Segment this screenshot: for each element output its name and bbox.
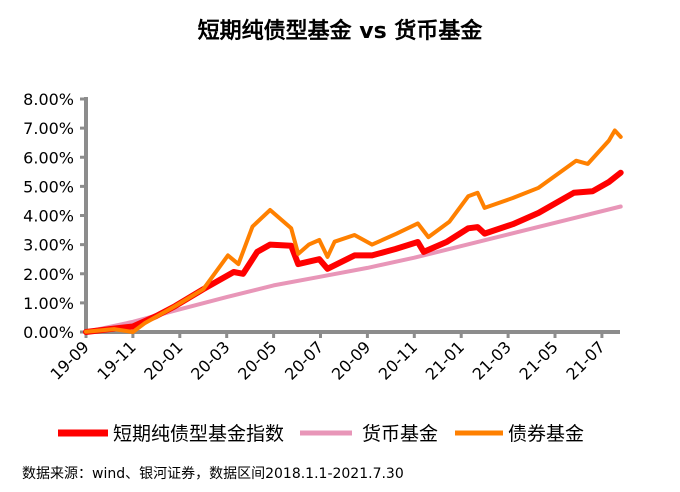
legend: 短期纯债型基金指数 货币基金 债券基金	[58, 423, 584, 445]
x-tick-label: 20-07	[281, 337, 327, 383]
chart-title: 短期纯债型基金 vs 货币基金	[198, 18, 484, 44]
x-tick-label: 21-05	[516, 337, 562, 383]
series-line-1	[83, 169, 624, 335]
legend-label-1: 短期纯债型基金指数	[113, 423, 284, 445]
x-tick-label: 20-11	[375, 337, 421, 383]
y-tick-label: 6.00%	[23, 148, 74, 167]
y-axis: 0.00% 1.00% 2.00% 3.00% 4.00% 5.00% 6.00% 7.00%…	[23, 90, 88, 342]
legend-label-3: 债券基金	[508, 423, 584, 445]
y-tick-label: 0.00%	[23, 323, 74, 342]
y-tick-label: 3.00%	[23, 236, 74, 255]
x-tick-label: 19-11	[93, 337, 139, 383]
y-tick-label: 5.00%	[23, 177, 74, 196]
x-tick-label: 21-07	[562, 337, 608, 383]
y-tick-label: 8.00%	[23, 90, 74, 109]
series-line-2	[84, 204, 623, 334]
y-tick-label: 2.00%	[23, 265, 74, 284]
series-line-3	[84, 128, 623, 334]
footnote: 数据来源：wind、银河证券，数据区间2018.1.1-2021.7.30	[22, 466, 404, 482]
x-tick-label: 20-05	[234, 337, 280, 383]
y-tick-label: 4.00%	[23, 207, 74, 226]
x-tick-label: 21-03	[469, 337, 515, 383]
x-axis: 19-09 19-11 20-01 20-03 20-05 20-07 20-09 20-11…	[47, 330, 620, 384]
x-tick-label: 19-09	[47, 337, 93, 383]
y-tick-label: 1.00%	[23, 294, 74, 313]
x-tick-label: 20-03	[187, 337, 233, 383]
x-tick-label: 21-01	[422, 337, 468, 383]
x-tick-label: 20-09	[328, 337, 374, 383]
y-tick-label: 7.00%	[23, 119, 74, 138]
x-tick-label: 20-01	[140, 337, 186, 383]
legend-label-2: 货币基金	[362, 423, 438, 445]
plot-area	[83, 128, 624, 335]
